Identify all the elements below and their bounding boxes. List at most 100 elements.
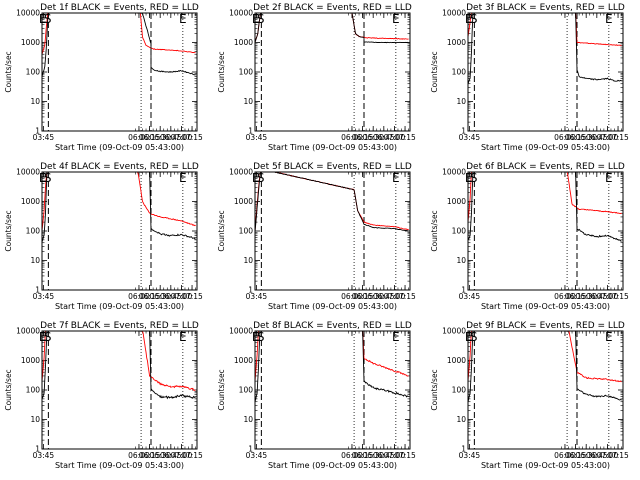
x-tick-label: 06:00 <box>128 133 150 142</box>
x-tick-label: 07:00 <box>171 292 193 301</box>
series-group <box>255 331 409 403</box>
chart-title: Det 6f BLACK = Events, RED = LLD <box>466 162 625 172</box>
marker-e: E <box>605 12 613 26</box>
x-tick-label: 07:15 <box>394 451 416 460</box>
x-tick-label: 07:00 <box>384 451 406 460</box>
y-tick-label: 10 <box>30 97 40 106</box>
y-tick-label: 100 <box>452 386 467 395</box>
x-tick-label: 07:00 <box>597 292 619 301</box>
x-tick-label: 06:45 <box>160 133 182 142</box>
lld-series-line <box>255 172 409 232</box>
x-tick-label: 06:30 <box>575 451 597 460</box>
x-tick-label: 06:00 <box>554 451 576 460</box>
chart-panel-6: Det 6f BLACK = Events, RED = LLD Counts/s… <box>430 162 629 311</box>
x-tick-label: 03:45 <box>459 133 481 142</box>
chart-panel-9: Det 9f BLACK = Events, RED = LLD Counts/s… <box>430 321 629 470</box>
marker-s: S <box>257 12 265 26</box>
marker-e: E <box>179 171 187 185</box>
series-group <box>255 13 409 44</box>
y-tick-label: 10 <box>456 97 466 106</box>
x-axis-label: Start Time (09-Oct-09 05:43:00) <box>55 461 184 470</box>
marker-e: E <box>392 330 400 344</box>
x-tick-label: 06:45 <box>373 451 395 460</box>
marker-s: S <box>470 330 478 344</box>
x-tick-label: 06:00 <box>341 292 363 301</box>
x-tick-label: 07:00 <box>597 133 619 142</box>
events-series-line <box>42 172 196 243</box>
y-tick-label: 10000 <box>16 168 40 177</box>
y-axis-label: Counts/sec <box>217 210 226 251</box>
marker-e: E <box>465 171 473 185</box>
x-tick-label: 06:00 <box>341 451 363 460</box>
series-group <box>42 13 196 77</box>
x-tick-label: 07:15 <box>181 292 203 301</box>
x-tick-label: 06:15 <box>139 451 161 460</box>
x-tick-label: 03:45 <box>459 451 481 460</box>
y-tick-label: 100 <box>452 227 467 236</box>
x-tick-label: 06:15 <box>139 133 161 142</box>
chart-title: Det 8f BLACK = Events, RED = LLD <box>253 321 412 331</box>
y-tick-label: 1000 <box>21 38 40 47</box>
chart-title: Det 4f BLACK = Events, RED = LLD <box>40 162 199 172</box>
events-series-line <box>255 13 409 44</box>
marker-e: E <box>252 12 260 26</box>
x-axis-label: Start Time (09-Oct-09 05:43:00) <box>55 143 184 152</box>
marker-e: E <box>252 171 260 185</box>
x-tick-label: 03:45 <box>33 451 55 460</box>
y-tick-label: 100 <box>26 386 41 395</box>
chart-panel-8: Det 8f BLACK = Events, RED = LLD Counts/s… <box>217 321 416 470</box>
y-tick-label: 1 <box>35 445 40 454</box>
y-tick-label: 100 <box>239 227 254 236</box>
y-tick-label: 10 <box>243 415 253 424</box>
series-group <box>255 172 409 233</box>
x-tick-label: 06:45 <box>586 451 608 460</box>
y-tick-label: 10 <box>243 256 253 265</box>
marker-e: E <box>392 171 400 185</box>
plot-frame <box>254 171 411 291</box>
y-tick-label: 10 <box>30 415 40 424</box>
y-tick-label: 1 <box>35 127 40 136</box>
events-series-line <box>468 172 622 242</box>
chart-title: Det 1f BLACK = Events, RED = LLD <box>40 3 199 13</box>
events-series-line <box>255 331 409 403</box>
x-tick-label: 06:00 <box>341 133 363 142</box>
chart-panel-1: Det 1f BLACK = Events, RED = LLD Counts/s… <box>4 3 203 152</box>
y-tick-label: 10000 <box>442 9 466 18</box>
chart-title: Det 7f BLACK = Events, RED = LLD <box>40 321 199 331</box>
x-tick-label: 06:30 <box>149 451 171 460</box>
x-tick-label: 06:45 <box>373 292 395 301</box>
y-tick-label: 10 <box>30 256 40 265</box>
x-tick-label: 06:45 <box>586 133 608 142</box>
y-tick-label: 1 <box>461 286 466 295</box>
x-tick-label: 07:15 <box>181 133 203 142</box>
chart-title: Det 5f BLACK = Events, RED = LLD <box>253 162 412 172</box>
x-axis-label: Start Time (09-Oct-09 05:43:00) <box>481 461 610 470</box>
x-tick-label: 06:00 <box>128 451 150 460</box>
x-axis-label: Start Time (09-Oct-09 05:43:00) <box>268 302 397 311</box>
x-tick-label: 03:45 <box>33 292 55 301</box>
x-tick-label: 06:15 <box>352 451 374 460</box>
plot-frame <box>467 330 624 450</box>
x-tick-label: 07:00 <box>384 292 406 301</box>
y-axis-label: Counts/sec <box>217 51 226 92</box>
x-tick-label: 06:30 <box>149 292 171 301</box>
marker-e: E <box>605 171 613 185</box>
series-group <box>42 331 196 400</box>
x-tick-label: 03:45 <box>33 133 55 142</box>
marker-e: E <box>179 330 187 344</box>
y-tick-label: 1 <box>248 286 253 295</box>
y-tick-label: 1 <box>248 445 253 454</box>
events-series-line <box>468 331 622 403</box>
x-tick-label: 06:45 <box>373 133 395 142</box>
x-tick-label: 06:00 <box>128 292 150 301</box>
marker-e: E <box>39 12 47 26</box>
lld-series-line <box>42 13 196 55</box>
x-tick-label: 06:15 <box>565 451 587 460</box>
x-tick-label: 07:00 <box>171 133 193 142</box>
y-tick-label: 10000 <box>16 327 40 336</box>
plot-frame <box>254 330 411 450</box>
plot-frame <box>41 12 198 132</box>
series-group <box>468 172 622 242</box>
marker-e: E <box>392 12 400 26</box>
x-axis-label: Start Time (09-Oct-09 05:43:00) <box>268 143 397 152</box>
